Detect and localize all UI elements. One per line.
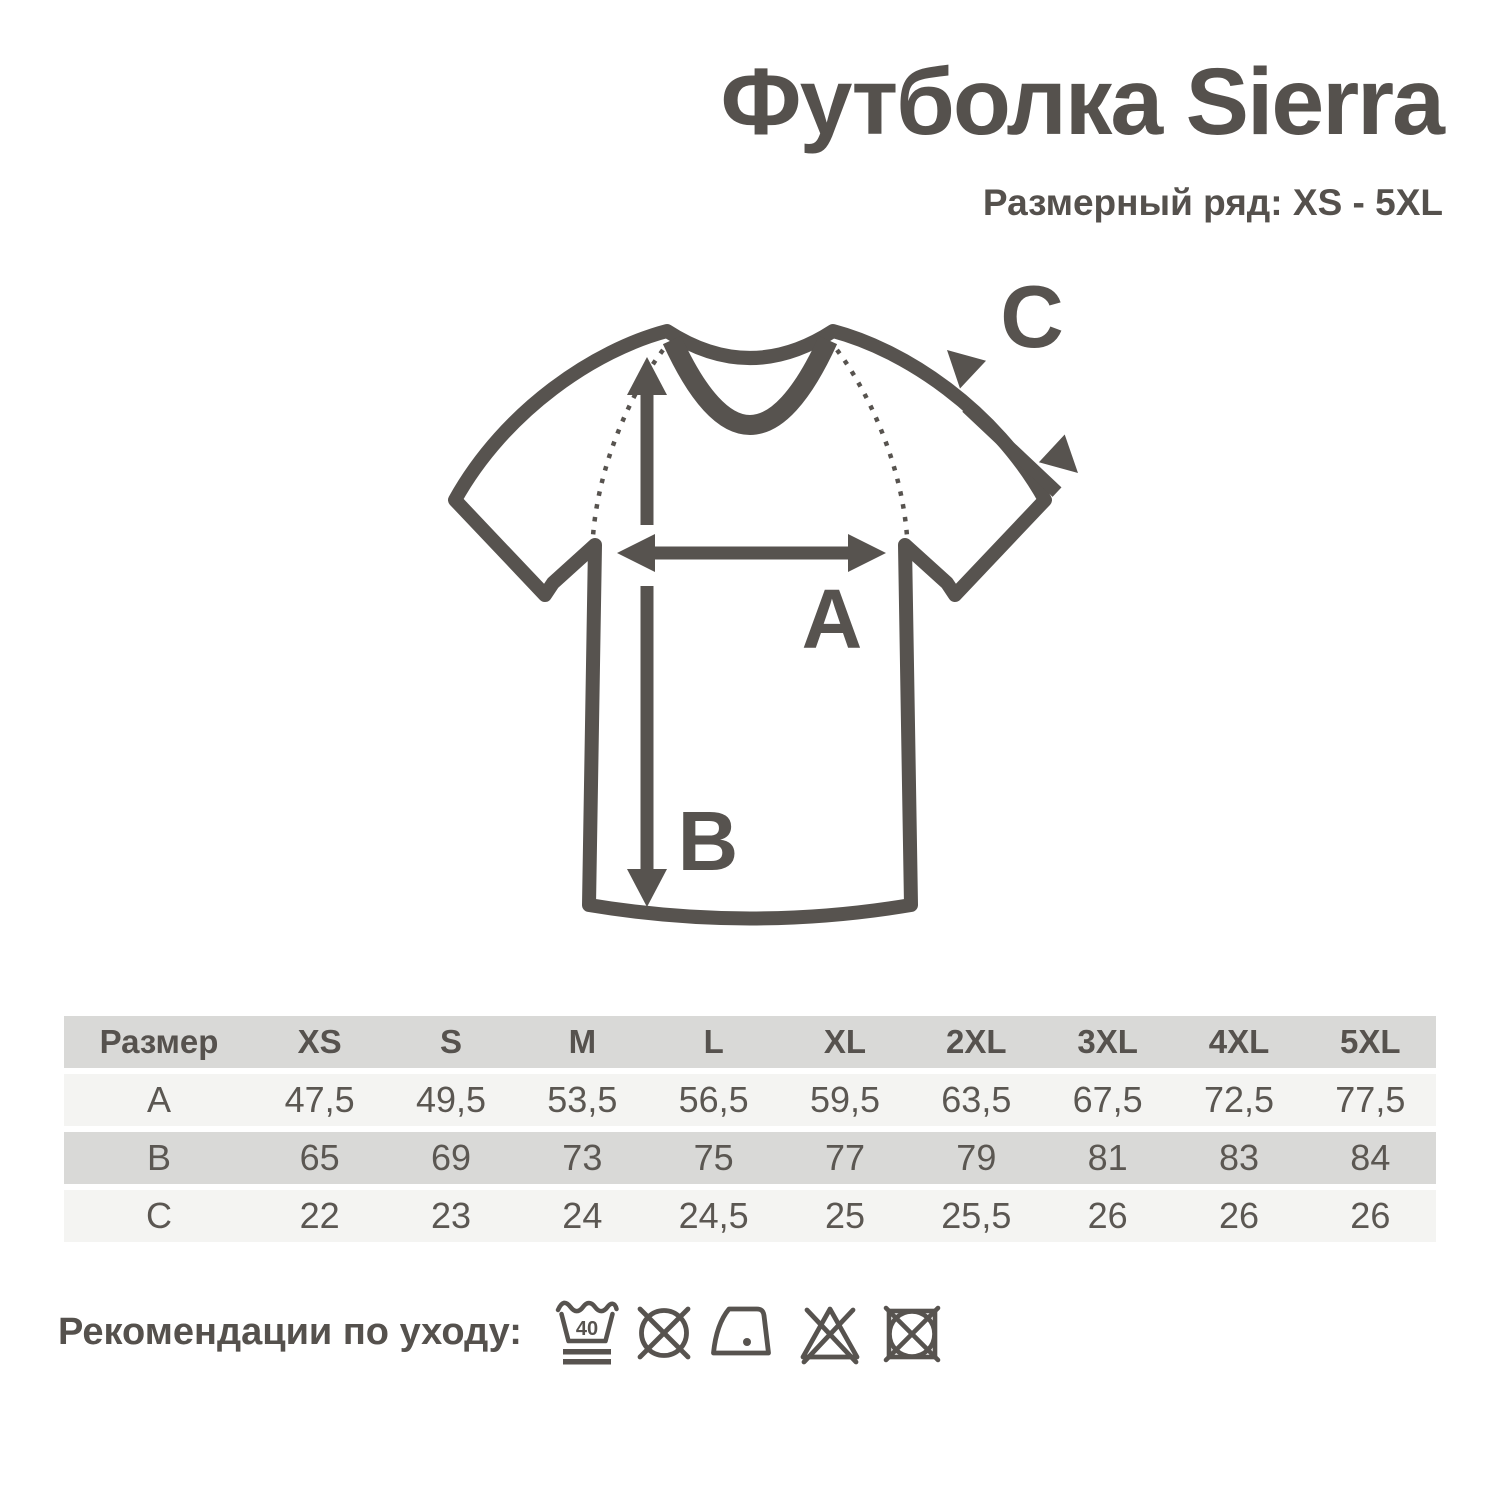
measurement-arrows (617, 350, 1078, 907)
table-cell: 75 (693, 1137, 734, 1178)
table-header-cell: S (439, 1023, 462, 1060)
table-header-cell: L (703, 1023, 724, 1060)
armhole-seam-left (590, 348, 665, 537)
table-cell: 73 (562, 1137, 603, 1178)
armhole-seam-right (835, 348, 910, 537)
iron-low-temp-icon (709, 1302, 781, 1362)
table-row-b: B 65 69 73 75 77 79 81 83 84 (64, 1132, 1436, 1184)
table-header-cell: M (568, 1023, 597, 1060)
wash-40-very-mild-icon: 40 (555, 1296, 619, 1368)
table-cell: 25,5 (941, 1195, 1012, 1236)
size-range-subtitle: Размерный ряд: XS - 5XL (982, 182, 1443, 223)
table-cell: 77,5 (1335, 1079, 1406, 1120)
sleeve-arrow-c (947, 350, 1078, 497)
table-header-cell: 2XL (946, 1023, 1007, 1060)
length-arrow-b (627, 357, 667, 907)
table-cell: 24,5 (678, 1195, 749, 1236)
tshirt-diagram-svg: A B C (448, 267, 1078, 926)
table-cell: 72,5 (1203, 1079, 1275, 1120)
table-cell: 47,5 (284, 1079, 355, 1120)
row-label: A (146, 1079, 171, 1120)
table-cell: 23 (430, 1195, 472, 1236)
table-cell: 25 (824, 1195, 866, 1236)
table-row-c: C 22 23 24 24,5 25 25,5 26 26 26 (64, 1190, 1436, 1242)
table-header-cell: 3XL (1077, 1023, 1138, 1060)
do-not-tumble-dry-icon (879, 1299, 945, 1365)
page-title: Футболка Sierra (720, 49, 1445, 155)
table-cell: 69 (430, 1137, 472, 1178)
table-cell: 26 (1350, 1195, 1391, 1236)
table-header-cell: 5XL (1340, 1023, 1401, 1060)
collar-band (662, 335, 838, 435)
care-label: Рекомендации по уходу: (58, 1310, 522, 1353)
table-cell: 59,5 (809, 1079, 881, 1120)
table-cell: 26 (1087, 1195, 1128, 1236)
table-row-a: A 47,5 49,5 53,5 56,5 59,5 63,5 67,5 72,… (64, 1074, 1436, 1126)
table-header-cell: XL (823, 1023, 867, 1060)
table-cell: 49,5 (415, 1079, 487, 1120)
row-label: B (146, 1137, 171, 1178)
tshirt-measurement-diagram: A B C (420, 267, 1120, 970)
table-cell: 67,5 (1072, 1079, 1143, 1120)
table-cell: 79 (956, 1137, 997, 1178)
table-cell: 77 (824, 1137, 866, 1178)
do-not-dry-clean-icon (632, 1300, 696, 1364)
table-cell: 24 (562, 1195, 603, 1236)
row-label: C (146, 1195, 172, 1236)
table-header-cell: XS (297, 1023, 342, 1060)
svg-text:40: 40 (576, 1318, 598, 1340)
diagram-label-a: A (802, 572, 863, 666)
table-cell: 65 (299, 1137, 340, 1178)
diagram-label-c: C (1000, 270, 1064, 366)
table-header-row: Размер XS S M L XL 2XL 3XL 4XL 5XL (64, 1016, 1436, 1068)
width-arrow-a (617, 534, 886, 572)
size-table: Размер XS S M L XL 2XL 3XL 4XL 5XL A 47,… (64, 1016, 1436, 1248)
table-cell: 63,5 (941, 1079, 1012, 1120)
do-not-bleach-icon (794, 1298, 866, 1366)
diagram-label-b: B (678, 794, 739, 888)
table-cell: 53,5 (547, 1079, 618, 1120)
table-cell: 81 (1087, 1137, 1128, 1178)
table-cell: 83 (1218, 1137, 1260, 1178)
table-cell: 22 (299, 1195, 340, 1236)
table-cell: 56,5 (678, 1079, 749, 1120)
table-header-cell: 4XL (1208, 1023, 1270, 1060)
care-instructions: Рекомендации по уходу: 40 (58, 1290, 945, 1374)
table-header-cell: Размер (99, 1023, 219, 1060)
table-cell: 84 (1350, 1137, 1391, 1178)
table-cell: 26 (1218, 1195, 1260, 1236)
